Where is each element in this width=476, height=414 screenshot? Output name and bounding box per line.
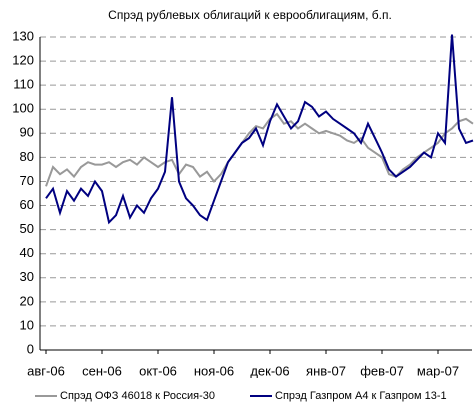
legend-label: Спрэд ОФЗ 46018 к Россия-30 <box>60 390 215 402</box>
y-tick-label: 80 <box>20 149 34 164</box>
y-tick-label: 70 <box>20 173 34 188</box>
x-tick-label: дек-06 <box>250 363 289 378</box>
y-tick-label: 100 <box>12 101 34 116</box>
series-line <box>45 112 474 187</box>
series-line <box>45 34 474 225</box>
y-tick-label: 60 <box>20 197 34 212</box>
y-tick-label: 130 <box>12 28 34 43</box>
y-tick-label: 30 <box>20 269 34 284</box>
y-tick-label: 20 <box>20 293 34 308</box>
x-tick-label: окт-06 <box>139 363 177 378</box>
legend-label: Спрэд Газпром А4 к Газпром 13-1 <box>275 390 447 402</box>
chart-title: Спрэд рублевых облигаций к еврооблигация… <box>108 8 392 22</box>
x-tick-label: сен-06 <box>82 363 122 378</box>
y-tick-label: 110 <box>13 77 34 92</box>
y-tick-label: 120 <box>12 53 34 68</box>
y-tick-label: 0 <box>27 341 34 356</box>
y-tick-label: 40 <box>20 245 34 260</box>
x-tick-label: янв-07 <box>306 363 346 378</box>
y-tick-label: 90 <box>20 125 34 140</box>
y-tick-label: 50 <box>20 221 34 236</box>
x-tick-label: ноя-06 <box>194 363 234 378</box>
x-tick-label: авг-06 <box>27 363 65 378</box>
x-tick-label: фев-07 <box>360 363 404 378</box>
y-tick-label: 10 <box>20 317 34 332</box>
x-tick-label: мар-07 <box>417 363 459 378</box>
